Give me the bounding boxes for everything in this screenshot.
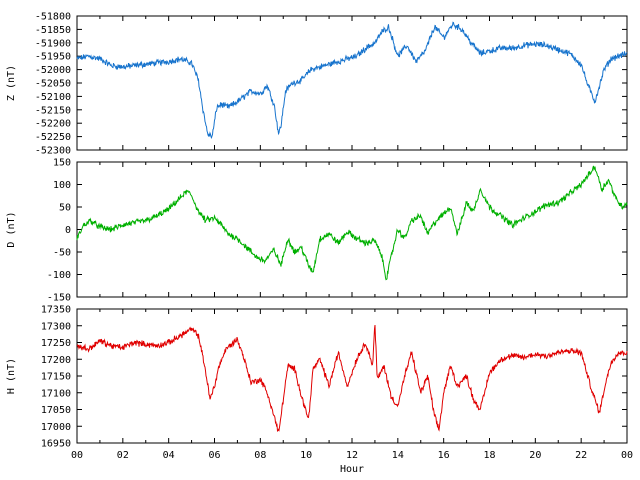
y-tick-label-z-4: -52000	[35, 65, 71, 76]
panel-z-frame	[76, 15, 628, 151]
y-tick-label-d-0: 150	[53, 158, 71, 169]
x-tick-label-10: 20	[529, 450, 541, 461]
x-tick-label-12: 00	[621, 450, 633, 461]
y-tick-label-h-2: 17250	[41, 338, 71, 349]
y-tick-label-z-8: -52200	[35, 119, 71, 130]
y-axis-title-z: Z (nT)	[6, 65, 17, 101]
x-tick-label-7: 14	[392, 450, 404, 461]
y-axis-title-d: D (nT)	[6, 211, 17, 247]
x-tick-label-11: 22	[575, 450, 587, 461]
y-axis-title-h: H (nT)	[6, 358, 17, 394]
y-tick-label-z-6: -52100	[35, 92, 71, 103]
y-tick-label-d-6: -150	[47, 293, 71, 304]
x-tick-label-4: 08	[254, 450, 266, 461]
y-tick-label-h-7: 17000	[41, 422, 71, 433]
x-tick-label-0: 00	[71, 450, 83, 461]
x-axis-title: Hour	[340, 464, 364, 475]
x-tick-label-3: 06	[208, 450, 220, 461]
panel-z: -51800 -51850 -51900 -51950 -52000 -52050 -521…	[6, 12, 628, 157]
y-tick-label-h-8: 16950	[41, 439, 71, 450]
y-tick-label-z-2: -51900	[35, 38, 71, 49]
x-tick-label-8: 16	[438, 450, 450, 461]
x-tick-label-6: 12	[346, 450, 358, 461]
y-tick-label-z-10: -52300	[35, 146, 71, 157]
y-tick-label-h-3: 17200	[41, 355, 71, 366]
y-tick-label-h-5: 17100	[41, 388, 71, 399]
x-tick-label-9: 18	[483, 450, 495, 461]
y-tick-label-h-4: 17150	[41, 372, 71, 383]
y-tick-label-d-5: -100	[47, 270, 71, 281]
y-tick-label-h-0: 17350	[41, 305, 71, 316]
panel-d-frame	[76, 161, 628, 298]
y-tick-label-h-1: 17300	[41, 321, 71, 332]
y-tick-label-h-6: 17050	[41, 405, 71, 416]
y-tick-label-z-0: -51800	[35, 12, 71, 23]
y-tick-label-d-1: 100	[53, 180, 71, 191]
y-tick-label-z-3: -51950	[35, 52, 71, 63]
panel-d: 150 100 50 0 -50 -100 -150 D (nT)	[6, 158, 628, 304]
panel-h: 17350 17300 17250 17200 17150 17100 17050 17000…	[6, 305, 628, 450]
series-line-z	[76, 21, 628, 139]
series-line-h	[76, 324, 628, 432]
y-tick-label-d-2: 50	[59, 203, 71, 214]
y-tick-label-d-3: 0	[65, 225, 71, 236]
x-tick-label-5: 10	[300, 450, 312, 461]
y-tick-label-z-7: -52150	[35, 105, 71, 116]
panel-h-frame	[76, 308, 628, 444]
x-tick-label-1: 02	[117, 450, 129, 461]
y-tick-label-z-9: -52250	[35, 132, 71, 143]
y-tick-label-d-4: -50	[53, 248, 71, 259]
x-tick-label-2: 04	[163, 450, 175, 461]
series-line-d	[76, 165, 628, 281]
y-tick-label-z-5: -52050	[35, 79, 71, 90]
y-tick-label-z-1: -51850	[35, 25, 71, 36]
